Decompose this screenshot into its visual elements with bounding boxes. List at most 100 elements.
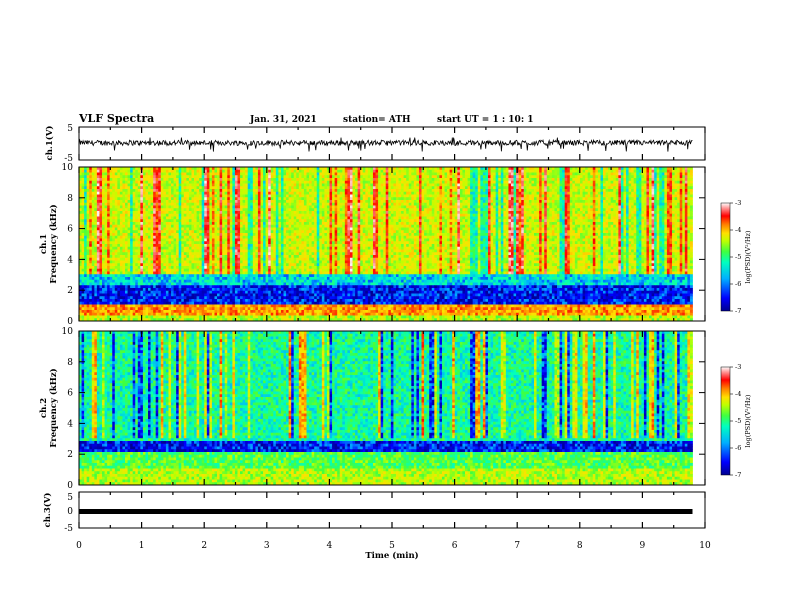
spectrogram-cell <box>243 178 246 181</box>
spectrogram-cell <box>621 208 624 211</box>
spectrogram-cell <box>307 211 310 214</box>
spectrogram-cell <box>404 184 407 187</box>
spectrogram-cell <box>641 181 644 184</box>
spectrogram-cell <box>332 173 335 176</box>
spectrogram-cell <box>283 211 286 214</box>
spectrogram-cell <box>450 181 453 184</box>
spectrogram-cell <box>248 170 251 173</box>
spectrogram-cell <box>214 203 217 206</box>
spectrogram-cell <box>301 214 304 217</box>
spectrogram-cell <box>376 175 379 178</box>
spectrogram-cell <box>87 203 90 206</box>
spectrogram-cell <box>102 203 105 206</box>
spectrogram-cell <box>143 170 146 173</box>
spectrogram-cell <box>353 192 356 195</box>
spectrogram-cell <box>570 203 573 206</box>
spectrogram-cell <box>340 217 343 220</box>
spectrogram-cell <box>304 181 307 184</box>
spectrogram-cell <box>473 175 476 178</box>
spectrogram-cell <box>148 200 151 203</box>
spectrogram-cell <box>427 200 430 203</box>
spectrogram-cell <box>480 184 483 187</box>
spectrogram-cell <box>102 200 105 203</box>
spectrogram-cell <box>562 170 565 173</box>
spectrogram-cell <box>342 181 345 184</box>
spectrogram-cell <box>636 178 639 181</box>
spectrogram-cell <box>84 186 87 189</box>
spectrogram-cell <box>537 189 540 192</box>
spectrogram-cell <box>667 203 670 206</box>
spectrogram-cell <box>562 186 565 189</box>
spectrogram-cell <box>570 200 573 203</box>
spectrogram-cell <box>649 195 652 198</box>
spectrogram-cell <box>153 175 156 178</box>
spectrogram-cell <box>496 181 499 184</box>
spectrogram-cell <box>99 186 102 189</box>
spectrogram-cell <box>427 197 430 200</box>
spectrogram-cell <box>314 173 317 176</box>
spectrogram-cell <box>652 181 655 184</box>
spectrogram-cell <box>358 200 361 203</box>
spectrogram-cell <box>437 175 440 178</box>
spectrogram-cell <box>411 214 414 217</box>
spectrogram-cell <box>140 211 143 214</box>
spectrogram-cell <box>347 211 350 214</box>
spectrogram-cell <box>521 192 524 195</box>
spectrogram-cell <box>171 203 174 206</box>
spectrogram-cell <box>105 195 108 198</box>
spectrogram-cell <box>158 186 161 189</box>
spectrogram-cell <box>460 214 463 217</box>
spectrogram-cell <box>350 178 353 181</box>
spectrogram-cell <box>204 184 207 187</box>
spectrogram-cell <box>161 173 164 176</box>
spectrogram-cell <box>342 195 345 198</box>
spectrogram-cell <box>82 181 85 184</box>
spectrogram-cell <box>194 195 197 198</box>
spectrogram-cell <box>130 200 133 203</box>
spectrogram-cell <box>547 217 550 220</box>
spectrogram-cell <box>299 195 302 198</box>
spectrogram-cell <box>575 203 578 206</box>
spectrogram-cell <box>641 206 644 209</box>
spectrogram-cell <box>243 200 246 203</box>
spectrogram-cell <box>248 184 251 187</box>
spectrogram-cell <box>570 184 573 187</box>
spectrogram-cell <box>273 208 276 211</box>
spectrogram-cell <box>133 206 136 209</box>
spectrogram-cell <box>629 192 632 195</box>
spectrogram-cell <box>664 208 667 211</box>
spectrogram-cell <box>97 200 100 203</box>
spectrogram-cell <box>337 178 340 181</box>
spectrogram-cell <box>171 195 174 198</box>
spectrogram-cell <box>307 217 310 220</box>
spectrogram-cell <box>616 195 619 198</box>
spectrogram-cell <box>613 178 616 181</box>
spectrogram-cell <box>485 211 488 214</box>
spectrogram-cell <box>644 178 647 181</box>
spectrogram-cell <box>593 184 596 187</box>
spectrogram-cell <box>87 195 90 198</box>
spectrogram-cell <box>281 203 284 206</box>
spectrogram-cell <box>324 178 327 181</box>
spectrogram-cell <box>383 184 386 187</box>
spectrogram-cell <box>107 186 110 189</box>
spectrogram-cell <box>191 173 194 176</box>
spectrogram-cell <box>562 217 565 220</box>
spectrogram-cell <box>368 170 371 173</box>
spectrogram-cell <box>304 170 307 173</box>
spectrogram-cell <box>452 184 455 187</box>
spectrogram-cell <box>122 189 125 192</box>
spectrogram-cell <box>148 184 151 187</box>
spectrogram-cell <box>225 189 228 192</box>
spectrogram-cell <box>462 217 465 220</box>
spectrogram-cell <box>156 181 159 184</box>
spectrogram-cell <box>460 203 463 206</box>
spectrogram-cell <box>324 173 327 176</box>
spectrogram-cell <box>613 181 616 184</box>
spectrogram-cell <box>404 197 407 200</box>
spectrogram-cell <box>381 178 384 181</box>
spectrogram-cell <box>554 184 557 187</box>
spectrogram-cell <box>296 208 299 211</box>
spectrogram-cell <box>191 184 194 187</box>
spectrogram-cell <box>322 208 325 211</box>
